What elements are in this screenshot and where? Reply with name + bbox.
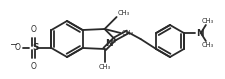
Text: N: N — [196, 29, 203, 38]
Text: CH₃: CH₃ — [118, 10, 130, 16]
Text: +: + — [112, 38, 117, 44]
Text: O: O — [15, 44, 20, 53]
Text: S: S — [32, 44, 39, 53]
Text: O: O — [30, 62, 36, 71]
Text: CH₃: CH₃ — [202, 42, 214, 48]
Text: O: O — [30, 25, 36, 34]
Text: −: − — [10, 40, 18, 50]
Text: N: N — [106, 39, 113, 48]
Text: CH₃: CH₃ — [202, 18, 214, 24]
Text: CH₃: CH₃ — [122, 30, 134, 36]
Text: CH₃: CH₃ — [99, 64, 111, 70]
